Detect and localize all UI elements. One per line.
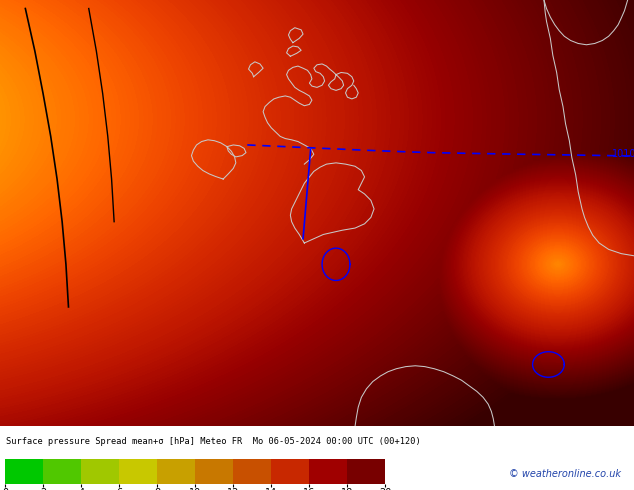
Bar <box>43 459 81 484</box>
Text: © weatheronline.co.uk: © weatheronline.co.uk <box>509 469 621 479</box>
Bar <box>157 459 195 484</box>
Bar <box>233 459 271 484</box>
Bar <box>119 459 157 484</box>
Bar <box>5 459 43 484</box>
Text: 1010: 1010 <box>612 149 634 159</box>
Bar <box>347 459 385 484</box>
Text: Surface pressure Spread mean+σ [hPa] Meteo FR  Mo 06-05-2024 00:00 UTC (00+120): Surface pressure Spread mean+σ [hPa] Met… <box>6 437 421 445</box>
Bar <box>195 459 233 484</box>
Bar <box>271 459 309 484</box>
Bar <box>81 459 119 484</box>
Bar <box>309 459 347 484</box>
